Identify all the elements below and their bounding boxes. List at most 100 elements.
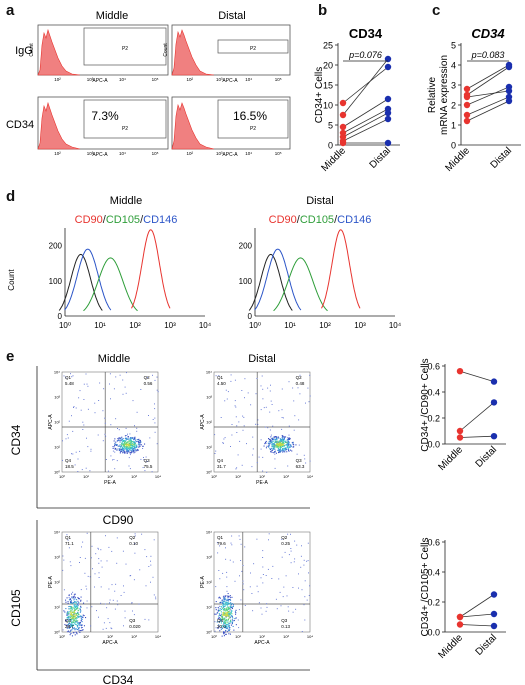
event-dot [276,446,278,448]
event-dot [123,445,125,447]
event-dot [126,446,128,448]
event-dot [269,429,271,431]
event-dot [229,616,231,618]
event-dot [145,456,147,458]
event-dot [77,616,79,618]
event-dot [124,438,126,440]
event-dot [230,620,232,622]
event-dot [108,588,110,590]
event-dot [77,616,79,618]
point-distal [490,622,498,630]
event-dot [272,440,274,442]
event-dot [281,442,283,444]
event-dot [235,617,237,619]
pair-line [342,108,389,134]
event-dot [230,446,231,447]
event-dot [280,605,282,607]
event-dot [72,632,74,634]
event-dot [226,613,228,615]
event-dot [138,441,140,443]
event-dot [227,606,229,608]
event-dot [124,452,126,454]
event-dot [74,620,76,622]
event-dot [223,620,225,622]
event-dot [269,439,271,441]
event-dot [68,623,70,625]
event-dot [80,599,82,601]
point-middle [463,111,471,119]
event-dot [136,439,138,441]
event-dot [287,440,289,442]
event-dot [75,601,77,603]
event-dot [223,609,225,611]
event-dot [109,599,111,601]
event-dot [214,613,216,615]
event-dot [223,597,225,599]
event-dot [272,425,274,427]
quadrant-name: Q2 [296,375,303,380]
x-tick-label: 10¹ [83,474,89,479]
event-dot [68,606,70,608]
event-dot [134,449,136,451]
event-dot [219,618,221,620]
dotplot-yaxis: PE-A [200,576,206,588]
event-dot [277,449,279,451]
event-dot [297,387,299,389]
event-dot [260,409,262,411]
y-tick-label: 0 [58,312,63,321]
event-dot [227,611,229,613]
event-dot [125,563,127,565]
event-dot [83,424,85,426]
event-dot [122,440,124,442]
event-dot [229,633,231,635]
x-tick-label: 10⁰ [249,321,261,330]
event-dot [116,444,118,446]
event-dot [134,443,136,445]
event-dot [220,608,222,610]
event-dot [81,546,82,548]
x-tick-label: 10³ [354,321,366,330]
event-dot [218,617,220,619]
d-col-distal: Distal [306,195,334,207]
event-dot [113,446,115,448]
event-dot [272,442,274,444]
event-dot [290,444,292,446]
event-dot [123,443,125,445]
y-tick-label: 10³ [54,555,60,560]
point-distal [384,109,392,117]
event-dot [286,439,288,441]
event-dot [269,448,271,450]
event-dot [135,446,137,448]
event-dot [128,457,130,459]
panel-label-c: c [432,2,441,19]
event-dot [228,599,230,601]
event-dot [223,605,225,607]
point-distal [505,63,513,71]
event-dot [73,619,75,621]
event-dot [103,622,105,624]
event-dot [134,441,136,443]
event-dot [81,618,83,620]
event-dot [223,631,225,633]
event-dot [133,449,135,451]
event-dot [221,615,223,617]
event-dot [74,612,76,614]
pair-line [342,98,389,128]
event-dot [91,545,93,547]
event-dot [69,619,71,621]
a-tick-label: 10⁵ [275,151,282,156]
event-dot [275,437,277,439]
xaxis-label: APC-A [92,152,108,158]
quadrant-name: Q3 [281,618,288,623]
event-dot [134,438,136,440]
event-dot [80,618,82,620]
event-dot [132,400,134,402]
event-dot [75,631,77,633]
event-dot [220,605,222,607]
point-middle [456,427,464,435]
dotplot-xaxis: PE-A [104,480,116,486]
dotplot-frame [213,531,311,633]
event-dot [134,533,136,535]
event-dot [137,439,139,441]
x-tick-label: Distal [489,145,514,170]
